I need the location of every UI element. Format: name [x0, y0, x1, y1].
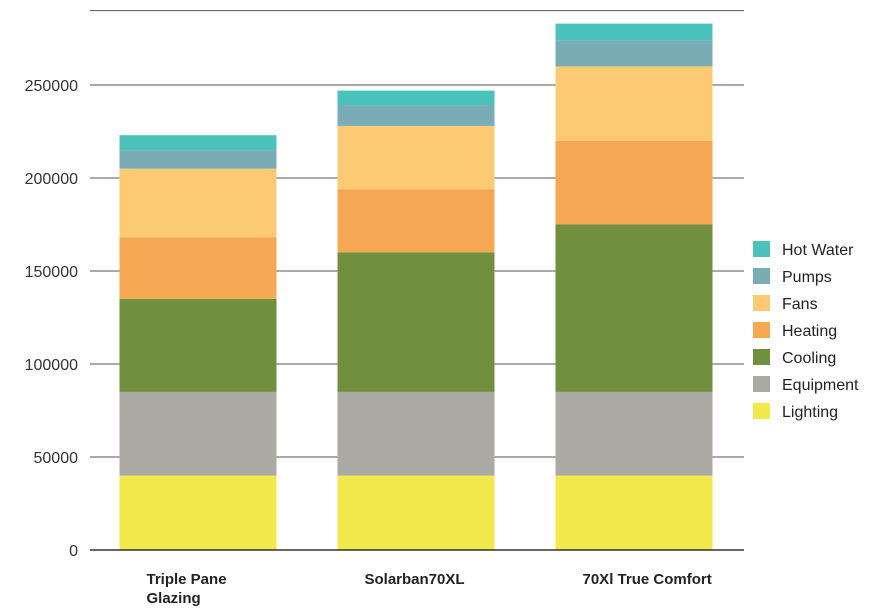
bar-stack	[119, 135, 277, 550]
bar-segment-heating	[119, 237, 277, 299]
x-category-label: Solarban70XL	[365, 571, 465, 588]
legend-item: Hot Water	[753, 241, 854, 259]
bar-segment-pumps	[555, 40, 713, 67]
legend-item: Lighting	[753, 403, 838, 421]
bar-segment-pumps	[119, 150, 277, 169]
bar-stack	[555, 23, 713, 550]
x-category-label: Triple Pane Glazing	[147, 571, 227, 607]
legend-swatch	[753, 376, 770, 392]
legend-item: Heating	[753, 322, 837, 340]
bar-segment-fans	[337, 125, 495, 190]
bar-segment-fans	[119, 168, 277, 238]
y-axis: 0 50000 100000 150000 200000 250000	[25, 78, 744, 560]
legend-item: Pumps	[753, 268, 832, 286]
legend-swatch	[753, 241, 770, 257]
legend-swatch	[753, 322, 770, 338]
legend-label: Fans	[782, 296, 818, 313]
y-tick-label: 0	[69, 543, 78, 560]
legend-item: Cooling	[753, 349, 836, 367]
bar-segment-hot-water	[555, 23, 713, 41]
bar-segment-hot-water	[337, 90, 495, 106]
bar-segment-equipment	[337, 391, 495, 476]
x-axis-labels: Triple Pane Glazing Solarban70XL 70Xl True …	[147, 571, 712, 607]
bar-segment-lighting	[555, 475, 713, 550]
bar-segment-cooling	[119, 298, 277, 392]
bar-segment-heating	[337, 189, 495, 253]
legend-item: Fans	[753, 295, 818, 313]
y-tick-label: 100000	[25, 357, 78, 374]
legend-swatch	[753, 268, 770, 284]
legend-swatch	[753, 295, 770, 311]
bar-stack	[337, 90, 495, 550]
y-tick-label: 250000	[25, 78, 78, 95]
bar-segment-cooling	[555, 224, 713, 392]
bar-segment-lighting	[119, 475, 277, 550]
legend-label: Equipment	[782, 377, 859, 394]
legend-swatch	[753, 403, 770, 419]
legend-label: Cooling	[782, 350, 836, 367]
legend-label: Heating	[782, 323, 837, 340]
legend-swatch	[753, 349, 770, 365]
legend-item: Equipment	[753, 376, 859, 394]
legend-label: Hot Water	[782, 242, 854, 259]
y-tick-label: 150000	[25, 264, 78, 281]
bar-segment-heating	[555, 140, 713, 225]
y-tick-label: 50000	[34, 450, 79, 467]
bar-segment-hot-water	[119, 135, 277, 151]
y-tick-label: 200000	[25, 171, 78, 188]
bar-segment-pumps	[337, 105, 495, 126]
legend: Hot Water Pumps Fans Heating Cooling Equipmen…	[753, 241, 859, 421]
x-category-label: 70Xl True Comfort	[583, 571, 712, 588]
legend-label: Pumps	[782, 269, 832, 286]
bar-segment-equipment	[119, 391, 277, 476]
bar-segment-lighting	[337, 475, 495, 550]
bar-segment-equipment	[555, 391, 713, 476]
legend-label: Lighting	[782, 404, 838, 421]
bars	[119, 23, 713, 550]
bar-segment-fans	[555, 66, 713, 141]
bar-segment-cooling	[337, 252, 495, 392]
